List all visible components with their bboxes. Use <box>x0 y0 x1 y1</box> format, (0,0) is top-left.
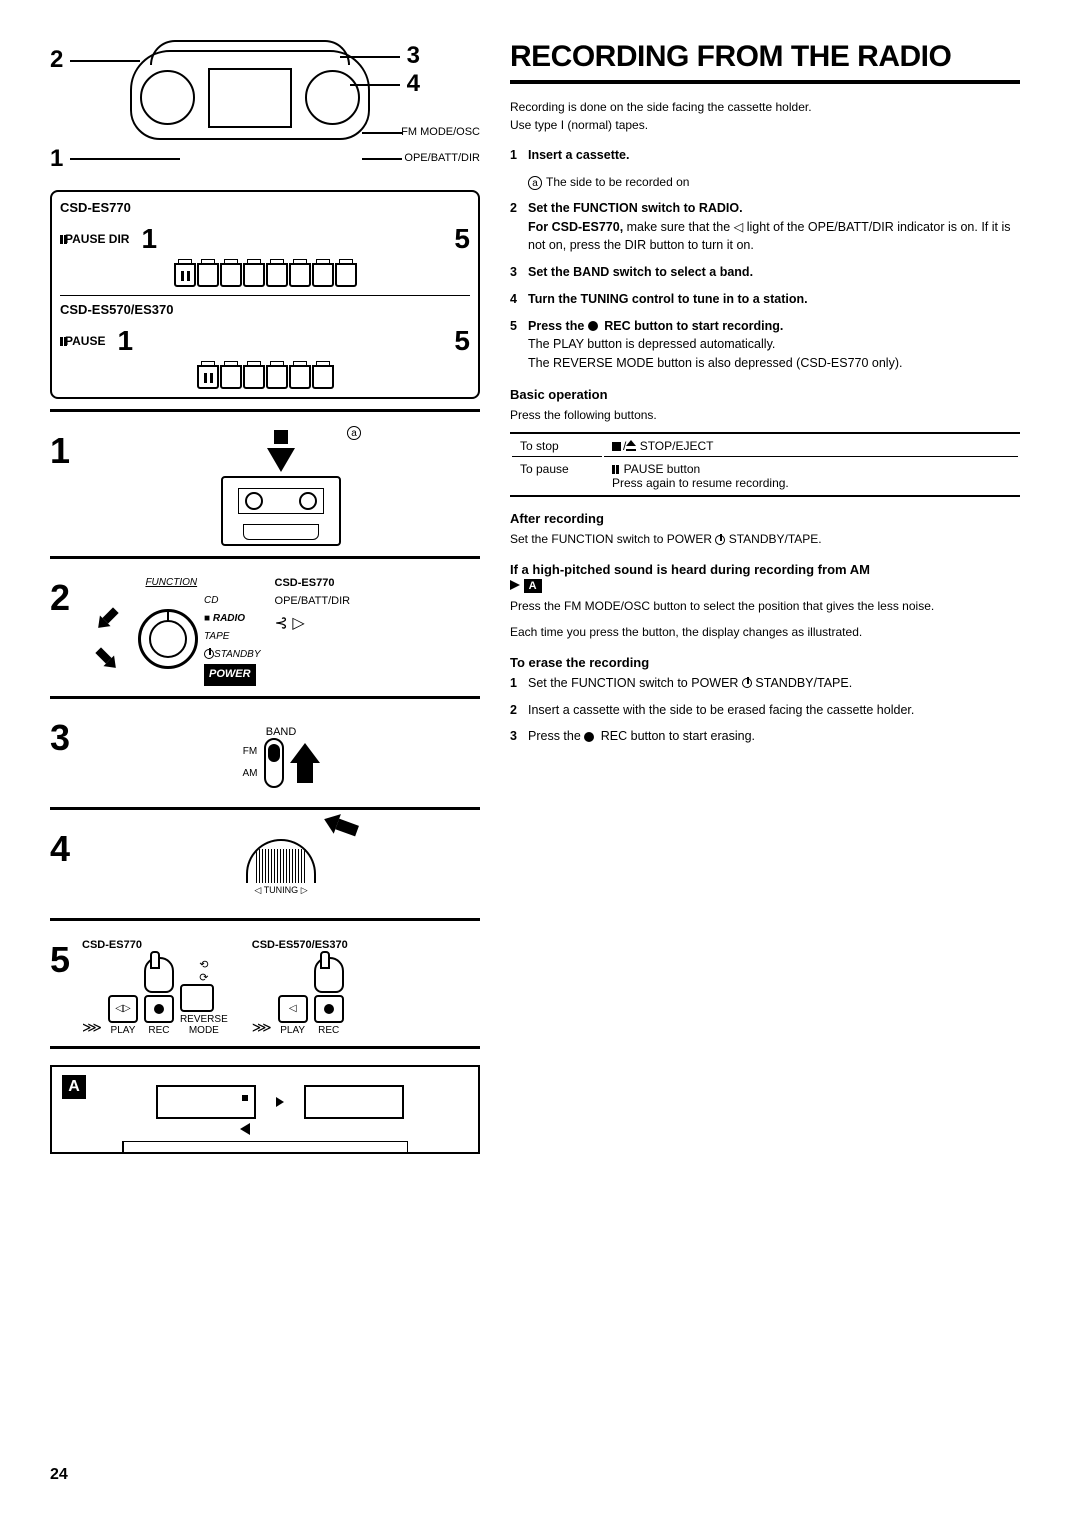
table-row: To pause PAUSE buttonPress again to resu… <box>512 459 1018 493</box>
page-title: RECORDING FROM THE RADIO <box>510 40 1020 84</box>
after-recording-heading: After recording <box>510 511 1020 526</box>
step-2: 2 Set the FUNCTION switch to RADIO. For … <box>510 199 1020 255</box>
radio-overview-diagram: 2 3 4 1 FM MODE/OSC OPE/BATT/DIR <box>50 40 480 190</box>
label-fm-mode: FM MODE/OSC <box>401 126 480 138</box>
deck-570-label: CSD-ES570/ES370 <box>60 302 470 317</box>
callout-3: 3 <box>407 42 420 70</box>
basic-op-heading: Basic operation <box>510 387 1020 402</box>
basic-op-table: To stop / STOP/EJECT To pause PAUSE butt… <box>510 432 1020 497</box>
step-1: 1 Insert a cassette. <box>510 146 1020 165</box>
deck-770-box: CSD-ES770 PAUSE DIR 1 5 CSD-ES570/ES370 <box>50 190 480 399</box>
table-row: To stop / STOP/EJECT <box>512 436 1018 457</box>
callout-5-deck: 5 <box>454 223 470 255</box>
page-number: 24 <box>50 1466 68 1484</box>
right-text-column: RECORDING FROM THE RADIO Recording is do… <box>510 40 1020 1154</box>
step4-illustration: 4 ◁ TUNING ▷ <box>50 820 480 908</box>
step-3: 3 Set the BAND switch to select a band. <box>510 263 1020 282</box>
step-5: 5 Press the REC button to start recordin… <box>510 317 1020 373</box>
callout-4: 4 <box>407 70 420 98</box>
step-4: 4 Turn the TUNING control to tune in to … <box>510 290 1020 309</box>
erase-heading: To erase the recording <box>510 655 1020 670</box>
label-ope-batt: OPE/BATT/DIR <box>404 152 480 164</box>
step3-illustration: 3 BAND FM AM <box>50 709 480 797</box>
deck-770-label: CSD-ES770 <box>60 200 470 215</box>
callout-2: 2 <box>50 46 63 74</box>
callout-1-deck: 1 <box>141 223 157 255</box>
box-a-label: A <box>62 1075 86 1099</box>
left-illustration-column: 2 3 4 1 FM MODE/OSC OPE/BATT/DIR CSD-ES7… <box>50 40 480 1154</box>
step5-illustration: 5 CSD-ES770 ⋙ ◁▷ PLAY REC <box>50 931 480 1036</box>
step2-illustration: 2 FUNCTION CD ■ RADIO TAPE <box>50 569 480 686</box>
intro-text: Recording is done on the side facing the… <box>510 98 1020 134</box>
callout-1: 1 <box>50 145 63 173</box>
box-a-diagram: A <box>50 1065 480 1154</box>
step1-illustration: 1 a <box>50 422 480 546</box>
high-pitched-heading: If a high-pitched sound is heard during … <box>510 562 1020 593</box>
